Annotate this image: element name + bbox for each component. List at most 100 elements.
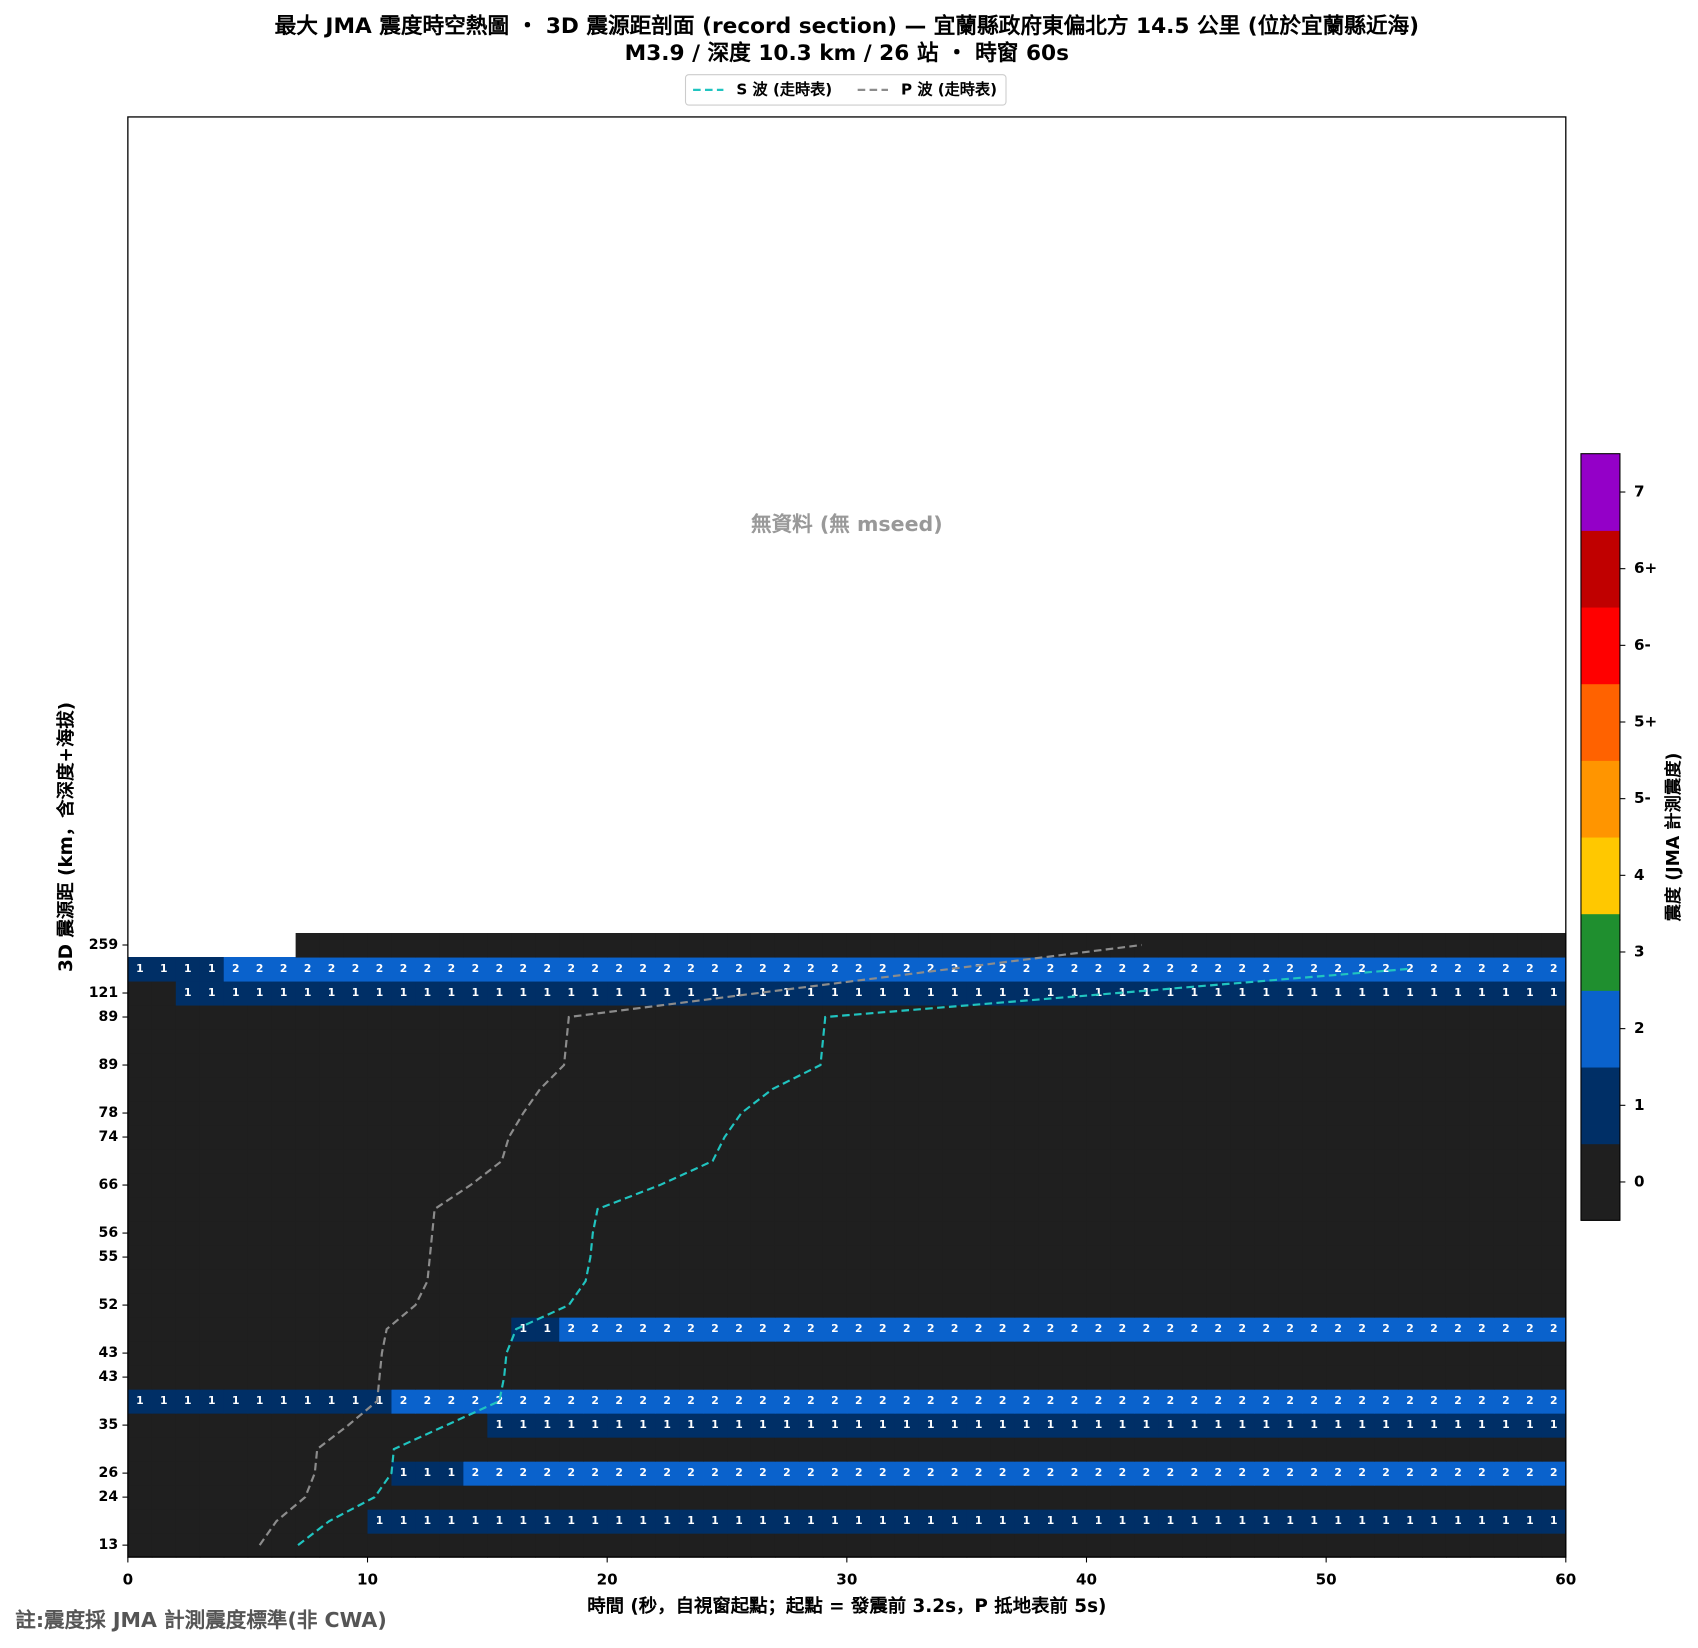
heat-cell — [1422, 1197, 1447, 1222]
heat-cell — [151, 1269, 177, 1294]
heat-cell — [822, 1053, 848, 1078]
heat-cell — [631, 1221, 656, 1246]
heat-cell — [822, 1413, 848, 1438]
colorbar-tick-label: 6- — [1634, 636, 1651, 654]
heat-cell — [1110, 1365, 1135, 1390]
heat-cell — [798, 1437, 824, 1462]
heat-cell — [1302, 1293, 1327, 1318]
heat-cell — [199, 1461, 225, 1486]
heat-cell — [535, 1437, 560, 1462]
heat-cell — [1158, 1149, 1183, 1174]
heat-cell — [774, 1461, 800, 1486]
heat-cell — [607, 1485, 632, 1510]
heat-cell — [1350, 1533, 1375, 1558]
heat-cell — [1445, 1485, 1471, 1510]
heat-cell — [319, 1005, 345, 1030]
heat-cell — [295, 1149, 321, 1174]
heat-cell — [942, 1485, 968, 1510]
heat-cell — [1445, 1125, 1471, 1150]
heat-cell — [798, 1173, 824, 1198]
heat-cell — [1086, 1053, 1111, 1078]
heat-cell — [151, 1125, 177, 1150]
heat-cell — [319, 1269, 345, 1294]
heat-cell — [535, 1029, 560, 1054]
cell-label: 1 — [1358, 1418, 1366, 1431]
heat-cell — [583, 1053, 608, 1078]
heat-cell — [1230, 1437, 1255, 1462]
heat-cell — [822, 1269, 848, 1294]
heat-cell — [631, 1125, 656, 1150]
heat-cell — [1398, 1125, 1423, 1150]
heat-cell — [750, 1389, 776, 1414]
heat-cell — [1350, 957, 1375, 982]
cell-label: 1 — [1310, 1514, 1318, 1527]
heat-cell — [1062, 1173, 1088, 1198]
legend-label: P 波 (走時表) — [901, 80, 997, 98]
heat-cell — [1493, 1509, 1519, 1534]
heat-cell — [1206, 1293, 1231, 1318]
heat-cell — [750, 1149, 776, 1174]
cell-label: 1 — [1478, 1418, 1486, 1431]
heat-cell — [175, 1077, 201, 1102]
heat-cell — [1422, 1005, 1447, 1030]
cell-label: 1 — [783, 1514, 791, 1527]
heat-cell — [343, 1077, 369, 1102]
heat-cell — [727, 1365, 752, 1390]
heat-cell — [679, 1389, 704, 1414]
cell-label: 2 — [927, 1394, 935, 1407]
heat-cell — [1302, 1269, 1327, 1294]
heat-cell — [1182, 1125, 1207, 1150]
heat-cell — [1493, 1029, 1519, 1054]
heat-cell — [727, 1341, 752, 1366]
heat-cell — [535, 1317, 560, 1342]
heat-cell — [1374, 1149, 1399, 1174]
cell-label: 2 — [1502, 1322, 1510, 1335]
heat-cell — [846, 1341, 872, 1366]
heat-cell — [942, 1101, 968, 1126]
heat-cell — [1230, 1053, 1255, 1078]
heat-cell — [151, 1485, 177, 1510]
colorbar-swatch — [1580, 1143, 1620, 1221]
heat-cell — [1182, 1365, 1207, 1390]
heat-cell — [223, 1317, 249, 1342]
heat-cell — [966, 1437, 992, 1462]
heat-cell — [846, 1245, 872, 1270]
heat-cell — [679, 1053, 704, 1078]
heat-cell — [774, 1317, 800, 1342]
heat-cell — [1134, 1533, 1159, 1558]
heat-cell — [367, 957, 393, 982]
heat-cell — [1038, 1509, 1064, 1534]
heat-cell — [1374, 1197, 1399, 1222]
cell-label: 2 — [1215, 962, 1223, 975]
heat-cell — [918, 1173, 944, 1198]
heat-cell — [199, 1293, 225, 1318]
heat-cell — [894, 981, 920, 1006]
cell-label: 2 — [903, 1322, 911, 1335]
heat-cell — [727, 1389, 752, 1414]
colorbar-tick-label: 1 — [1634, 1096, 1645, 1114]
cell-label: 1 — [1478, 1514, 1486, 1527]
heat-cell — [703, 932, 728, 958]
heat-cell — [1517, 1485, 1543, 1510]
heat-cell — [295, 981, 321, 1006]
cell-label: 1 — [1215, 1514, 1223, 1527]
heat-cell — [631, 1509, 656, 1534]
heat-cell — [631, 1029, 656, 1054]
heat-cell — [1493, 1413, 1519, 1438]
heat-cell — [1086, 1437, 1111, 1462]
heat-cell — [942, 1029, 968, 1054]
heat-cell — [1182, 1269, 1207, 1294]
heat-cell — [583, 1365, 608, 1390]
heat-cell — [798, 981, 824, 1006]
heat-cell — [1493, 1173, 1519, 1198]
cell-label: 1 — [879, 986, 887, 999]
heat-cell — [1110, 1101, 1135, 1126]
heat-cell — [798, 1413, 824, 1438]
cell-label: 1 — [472, 1514, 480, 1527]
heat-cell — [1493, 932, 1519, 958]
heat-cell — [247, 1293, 273, 1318]
heat-cell — [511, 1341, 536, 1366]
cell-label: 1 — [543, 1514, 551, 1527]
cell-label: 1 — [735, 986, 743, 999]
heat-cell — [679, 1221, 704, 1246]
